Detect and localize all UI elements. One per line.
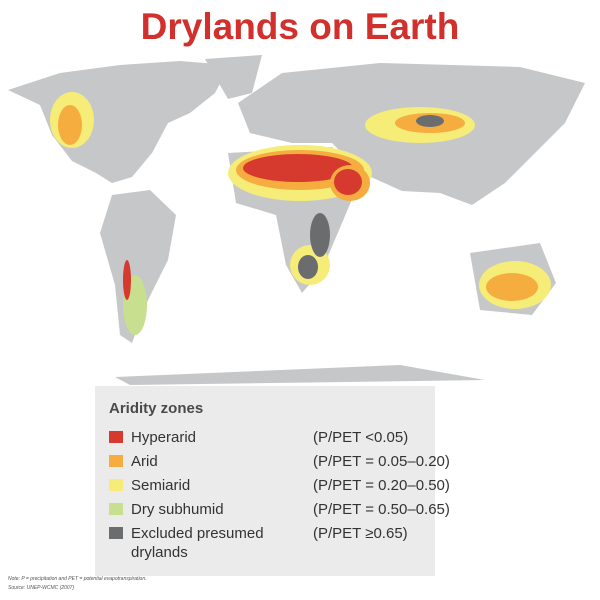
legend-range: (P/PET = 0.50–0.65) — [313, 501, 450, 518]
world-map — [8, 55, 585, 385]
legend-label: Hyperarid — [131, 429, 197, 446]
legend-swatch — [109, 479, 123, 491]
legend-swatch — [109, 503, 123, 515]
source: Source: UNEP-WCMC (2007) — [8, 585, 75, 591]
legend-range: (P/PET <0.05) — [313, 429, 409, 446]
legend-label: Dry subhumid — [131, 501, 224, 518]
title: Drylands on Earth — [140, 6, 460, 47]
legend: Aridity zones Hyperarid (P/PET <0.05) Arid… — [95, 386, 450, 576]
legend-label: Excluded presumed drylands — [131, 525, 264, 561]
legend-range: (P/PET ≥0.65) — [313, 525, 408, 542]
legend-swatch — [109, 527, 123, 539]
legend-label: Arid — [131, 453, 158, 470]
legend-swatch — [109, 455, 123, 467]
legend-label: Semiarid — [131, 477, 191, 494]
zones — [50, 92, 551, 335]
land — [8, 55, 585, 385]
note: Note: P = precipitation and PET = potent… — [8, 576, 147, 582]
legend-range: (P/PET = 0.05–0.20) — [313, 453, 450, 470]
legend-title: Aridity zones — [109, 400, 204, 417]
legend-range: (P/PET = 0.20–0.50) — [313, 477, 450, 494]
legend-swatch — [109, 431, 123, 443]
